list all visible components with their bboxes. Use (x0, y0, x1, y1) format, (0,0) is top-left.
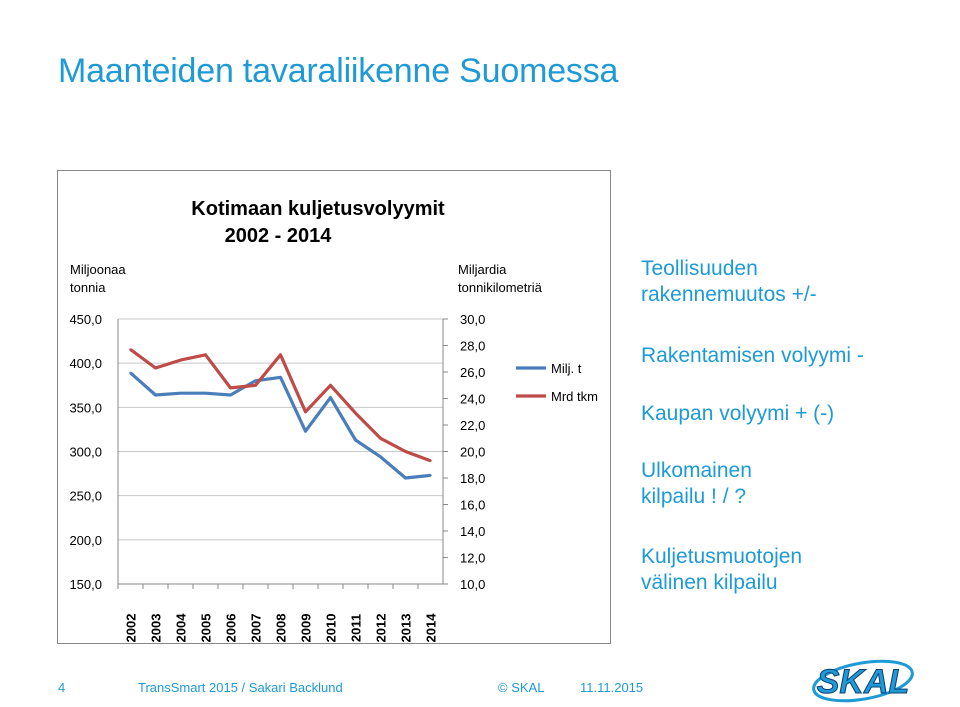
right-tick-label: 28,0 (460, 339, 485, 354)
series-line-milj-t (129, 371, 431, 480)
x-tick-label: 2007 (249, 614, 264, 643)
chart-frame: Kotimaan kuljetusvolyymit 2002 - 2014 Mi… (57, 170, 611, 644)
data-point (254, 379, 257, 383)
bullet-item: Ulkomainen kilpailu ! / ? (641, 459, 752, 508)
left-tick-label: 450,0 (69, 312, 102, 327)
right-axis-label-line1: Miljardia (458, 262, 507, 277)
left-tick-label: 150,0 (69, 577, 102, 592)
page-number: 4 (58, 680, 66, 695)
x-tick-label: 2004 (174, 613, 189, 643)
series-line-mrd-tkm (129, 348, 432, 463)
data-point (404, 476, 407, 480)
data-point (179, 358, 182, 362)
right-tick-label: 22,0 (460, 418, 485, 433)
legend-label: Mrd tkm (551, 389, 598, 404)
footer-copyright: © SKAL (498, 680, 545, 695)
data-point (379, 437, 382, 440)
data-point (279, 376, 282, 379)
x-tick-label: 2009 (299, 614, 314, 643)
skal-logo: SKAL (812, 659, 914, 703)
x-tick-label: 2014 (424, 613, 439, 643)
footer-author: TransSmart 2015 / Sakari Backlund (138, 680, 343, 695)
right-tick-label: 16,0 (460, 498, 485, 513)
data-point (404, 450, 407, 453)
data-point (254, 384, 257, 387)
data-point (129, 348, 132, 351)
data-point (379, 455, 382, 458)
right-tick-label: 20,0 (460, 445, 485, 460)
data-point (329, 384, 332, 387)
x-tick-label: 2012 (374, 614, 389, 643)
right-tick-label: 14,0 (460, 524, 485, 539)
data-point (304, 410, 307, 413)
right-tick-label: 24,0 (460, 392, 485, 407)
data-point (354, 438, 357, 442)
left-tick-label: 300,0 (69, 445, 102, 460)
right-tick-label: 10,0 (460, 577, 485, 592)
data-point (154, 366, 157, 370)
data-point (179, 392, 182, 395)
x-tick-label: 2011 (349, 614, 364, 642)
data-point (304, 429, 307, 433)
chart-title-line1: Kotimaan kuljetusvolyymit (191, 198, 445, 220)
bullet-item: Teollisuuden rakennemuutos +/- (641, 257, 817, 306)
right-axis-label-line2: tonnikilometriä (458, 280, 543, 295)
left-axis-label-line2: tonnia (70, 280, 106, 295)
data-point (204, 392, 207, 395)
left-tick-label: 350,0 (69, 400, 102, 415)
right-tick-label: 18,0 (460, 471, 485, 486)
bullet-item: Kuljetusmuotojen välinen kilpailu (641, 545, 803, 594)
logo-text: SKAL (817, 663, 910, 701)
right-tick-label: 30,0 (460, 312, 485, 327)
left-tick-label: 250,0 (69, 489, 102, 504)
bullet-item: Kaupan volyymi + (-) (641, 402, 835, 425)
left-axis-label-line1: Miljoonaa (70, 262, 126, 277)
data-point (229, 386, 232, 390)
left-tick-label: 200,0 (69, 533, 102, 548)
data-point (229, 393, 232, 397)
chart-title-line2: 2002 - 2014 (225, 225, 333, 247)
data-point (129, 371, 132, 375)
x-tick-label: 2010 (324, 614, 339, 643)
data-point (329, 396, 332, 399)
x-tick-label: 2008 (274, 614, 289, 643)
data-point (204, 353, 207, 356)
data-point (154, 393, 157, 397)
data-point (429, 459, 432, 462)
data-point (354, 411, 357, 415)
left-tick-label: 400,0 (69, 356, 102, 371)
data-point (429, 474, 432, 477)
right-tick-label: 12,0 (460, 551, 485, 566)
right-tick-label: 26,0 (460, 365, 485, 380)
legend-label: Milj. t (551, 361, 582, 376)
x-tick-label: 2002 (124, 614, 139, 643)
data-point (279, 353, 282, 356)
x-tick-label: 2006 (224, 614, 239, 643)
x-tick-label: 2003 (149, 614, 164, 643)
x-tick-label: 2005 (199, 614, 214, 643)
bullet-item: Rakentamisen volyymi - (641, 344, 864, 367)
x-tick-label: 2013 (399, 614, 414, 643)
slide-title: Maanteiden tavaraliikenne Suomessa (58, 52, 619, 90)
footer-date: 11.11.2015 (580, 680, 644, 695)
line-chart: Kotimaan kuljetusvolyymit 2002 - 2014 Mi… (69, 198, 598, 643)
